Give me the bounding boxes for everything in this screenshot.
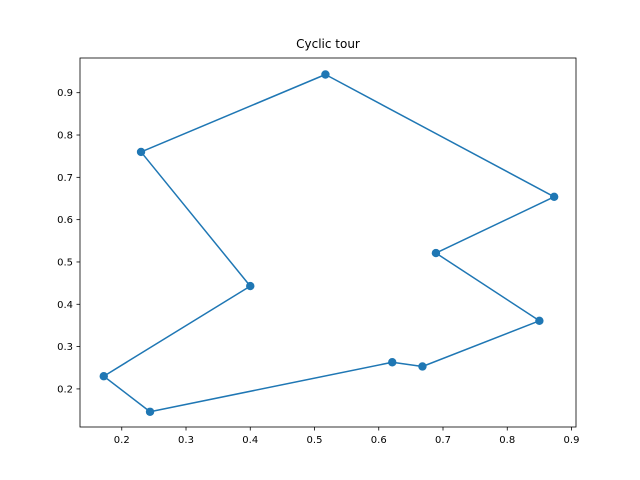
x-tick-label: 0.5 — [307, 435, 323, 446]
x-tick-label: 0.4 — [242, 435, 258, 446]
tour-point — [418, 362, 427, 371]
y-tick-label: 0.7 — [57, 173, 73, 184]
axes-frame — [79, 57, 577, 428]
axis-ticks: 0.2 0.3 0.4 0.5 0.6 0.7 0.8 0.9 0.2 0.3 0.4 0.5 0.6 0… — [57, 88, 579, 446]
x-tick-label: 0.6 — [371, 435, 387, 446]
y-tick-label: 0.8 — [57, 131, 73, 142]
x-tick-label: 0.8 — [499, 435, 515, 446]
tour-point — [321, 70, 330, 79]
y-tick-label: 0.4 — [57, 300, 73, 311]
tour-point — [136, 147, 146, 157]
tour-point — [99, 372, 108, 381]
x-tick-label: 0.2 — [114, 435, 130, 446]
plot-area — [99, 70, 559, 416]
tour-point — [549, 192, 559, 201]
tour-point — [388, 358, 397, 367]
x-tick-label: 0.9 — [564, 435, 580, 446]
y-tick-label: 0.9 — [57, 88, 73, 99]
x-tick-label: 0.3 — [178, 435, 194, 446]
tour-point — [535, 316, 544, 325]
tour-point — [246, 281, 255, 291]
x-tick-label: 0.7 — [435, 435, 451, 446]
y-tick-label: 0.6 — [57, 215, 73, 226]
y-tick-label: 0.2 — [57, 384, 73, 395]
chart-title: Cyclic tour — [296, 37, 360, 51]
tour-point — [145, 407, 155, 416]
y-tick-label: 0.3 — [57, 342, 73, 353]
tour-point — [431, 248, 441, 258]
y-tick-label: 0.5 — [57, 257, 73, 268]
